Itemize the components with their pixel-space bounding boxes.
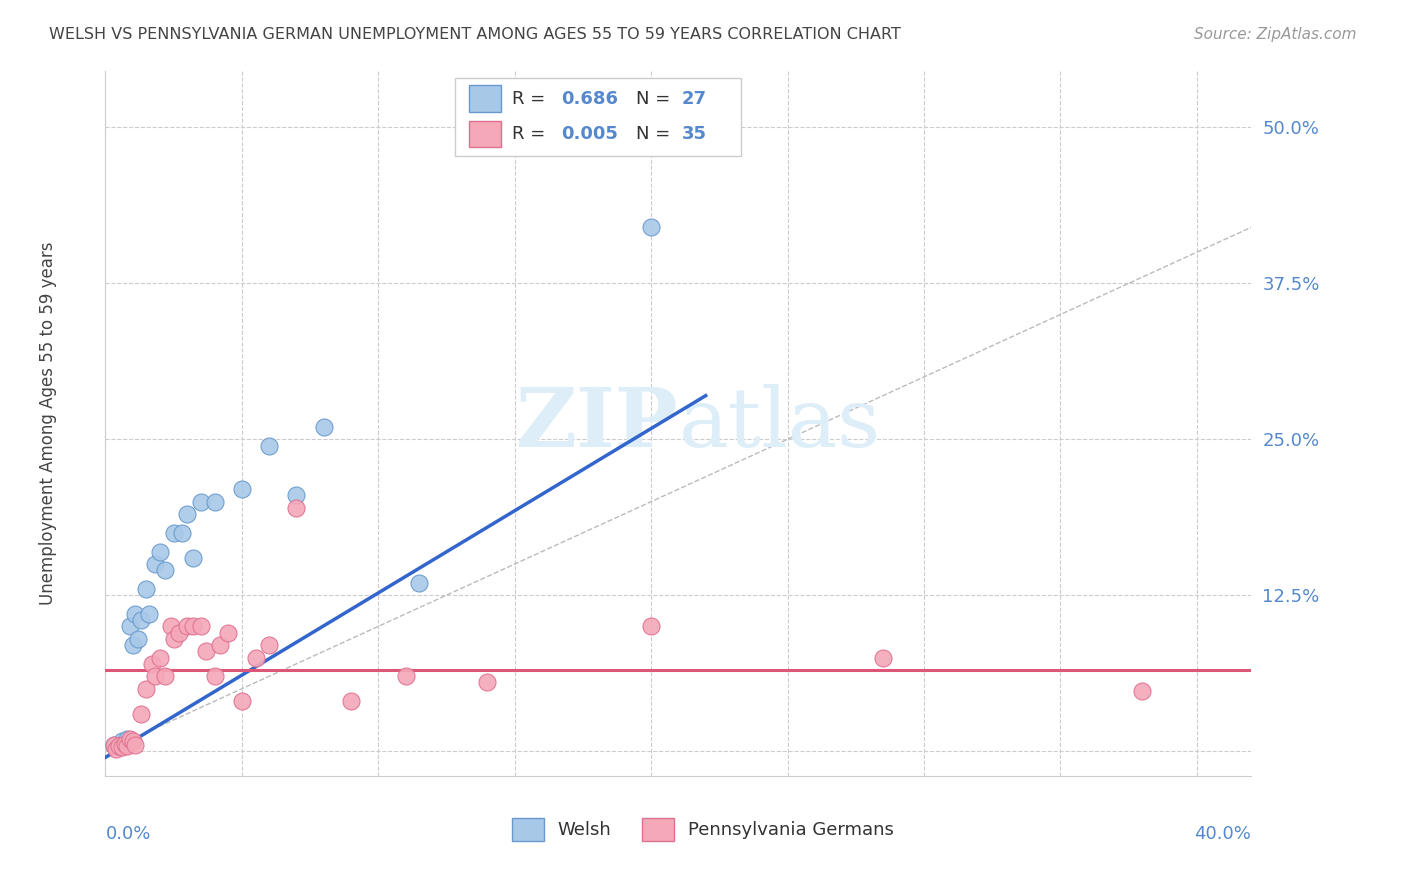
Point xyxy=(257,438,280,452)
Point xyxy=(217,625,239,640)
Point xyxy=(135,681,157,696)
Point xyxy=(114,737,136,751)
Point xyxy=(121,638,143,652)
Point xyxy=(408,575,430,590)
Text: N =: N = xyxy=(636,125,676,143)
Point xyxy=(103,738,125,752)
Point xyxy=(135,582,157,596)
Text: R =: R = xyxy=(512,90,551,108)
Point xyxy=(195,644,218,658)
Text: 35: 35 xyxy=(682,125,707,143)
Text: 40.0%: 40.0% xyxy=(1195,825,1251,843)
Point xyxy=(1130,684,1153,698)
Point xyxy=(105,741,128,756)
Text: atlas: atlas xyxy=(678,384,880,464)
Point xyxy=(163,525,186,540)
Point xyxy=(114,738,136,752)
Point xyxy=(124,607,146,621)
Point xyxy=(138,607,160,621)
Text: WELSH VS PENNSYLVANIA GERMAN UNEMPLOYMENT AMONG AGES 55 TO 59 YEARS CORRELATION : WELSH VS PENNSYLVANIA GERMAN UNEMPLOYMEN… xyxy=(49,27,901,42)
Point xyxy=(231,482,253,496)
Point xyxy=(143,669,166,683)
Text: N =: N = xyxy=(636,90,676,108)
Point xyxy=(141,657,163,671)
FancyBboxPatch shape xyxy=(468,86,501,112)
Text: 0.005: 0.005 xyxy=(561,125,619,143)
Point xyxy=(176,619,198,633)
Point xyxy=(257,638,280,652)
Point xyxy=(103,738,125,752)
Point xyxy=(640,220,662,235)
Point xyxy=(340,694,363,708)
Point xyxy=(108,739,131,753)
Point xyxy=(149,650,172,665)
Text: Pennsylvania Germans: Pennsylvania Germans xyxy=(688,821,893,838)
Text: Unemployment Among Ages 55 to 59 years: Unemployment Among Ages 55 to 59 years xyxy=(39,242,58,606)
Point xyxy=(118,619,141,633)
Point xyxy=(285,500,308,515)
Point xyxy=(127,632,149,646)
Point xyxy=(394,669,416,683)
Point xyxy=(111,740,134,755)
Text: 0.0%: 0.0% xyxy=(105,825,150,843)
Point xyxy=(160,619,183,633)
Point xyxy=(124,738,146,752)
Point xyxy=(312,419,335,434)
Point xyxy=(117,731,139,746)
Text: ZIP: ZIP xyxy=(516,384,678,464)
Point xyxy=(170,525,193,540)
Point xyxy=(176,507,198,521)
FancyBboxPatch shape xyxy=(468,120,501,147)
Point xyxy=(129,613,152,627)
Point xyxy=(231,694,253,708)
Point xyxy=(111,734,134,748)
Point xyxy=(204,494,226,508)
FancyBboxPatch shape xyxy=(456,78,741,156)
Text: 27: 27 xyxy=(682,90,707,108)
Point xyxy=(149,544,172,558)
Text: Source: ZipAtlas.com: Source: ZipAtlas.com xyxy=(1194,27,1357,42)
Point xyxy=(167,625,190,640)
Point xyxy=(121,734,143,748)
Point xyxy=(181,619,204,633)
Point xyxy=(204,669,226,683)
Point xyxy=(118,731,141,746)
Text: 0.686: 0.686 xyxy=(561,90,619,108)
Point xyxy=(181,550,204,565)
Point xyxy=(129,706,152,721)
Point xyxy=(163,632,186,646)
Point xyxy=(640,619,662,633)
Point xyxy=(477,675,499,690)
Point xyxy=(143,557,166,571)
Point xyxy=(872,650,894,665)
Point xyxy=(155,563,177,577)
Text: Welsh: Welsh xyxy=(557,821,610,838)
FancyBboxPatch shape xyxy=(641,818,673,841)
Text: R =: R = xyxy=(512,125,551,143)
Point xyxy=(108,740,131,755)
Point xyxy=(245,650,267,665)
Point xyxy=(285,488,308,502)
Point xyxy=(190,494,212,508)
Point xyxy=(190,619,212,633)
Point xyxy=(208,638,231,652)
FancyBboxPatch shape xyxy=(512,818,544,841)
Point xyxy=(117,739,139,753)
Point xyxy=(155,669,177,683)
